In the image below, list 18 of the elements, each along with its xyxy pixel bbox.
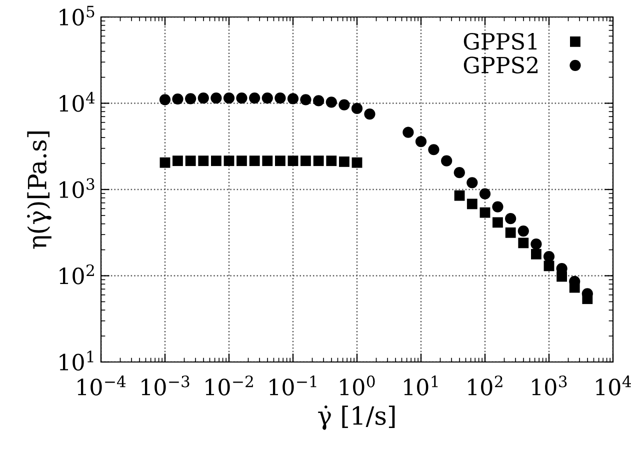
legend-label: GPPS2 bbox=[464, 56, 538, 74]
legend-label: GPPS1 bbox=[464, 32, 537, 50]
y-tick-label: 10$^{4}$ bbox=[60, 92, 95, 112]
x-tick-label: 10$^{4}$ bbox=[596, 376, 631, 396]
y-tick-label: 10$^{5}$ bbox=[60, 6, 94, 26]
x-axis-title: γ̇ [1/s] bbox=[318, 406, 395, 430]
x-tick-label: 10$^{−1}$ bbox=[270, 376, 316, 396]
x-tick-label: 10$^{3}$ bbox=[532, 376, 567, 396]
y-tick-label: 10$^{1}$ bbox=[60, 350, 94, 371]
y-tick-label: 10$^{2}$ bbox=[60, 264, 94, 284]
y-tick-label: 10$^{3}$ bbox=[60, 178, 94, 198]
x-tick-label: 10$^{−2}$ bbox=[206, 376, 253, 396]
x-tick-label: 10$^{−3}$ bbox=[142, 376, 190, 396]
y-axis-title: η(γ̇)[Pa.s] bbox=[27, 131, 52, 249]
x-tick-label: 10$^{1}$ bbox=[404, 376, 438, 396]
x-tick-label: 10$^{−4}$ bbox=[78, 376, 126, 396]
x-tick-label: 10$^{2}$ bbox=[468, 376, 502, 396]
x-tick-label: 10$^{0}$ bbox=[340, 376, 375, 396]
